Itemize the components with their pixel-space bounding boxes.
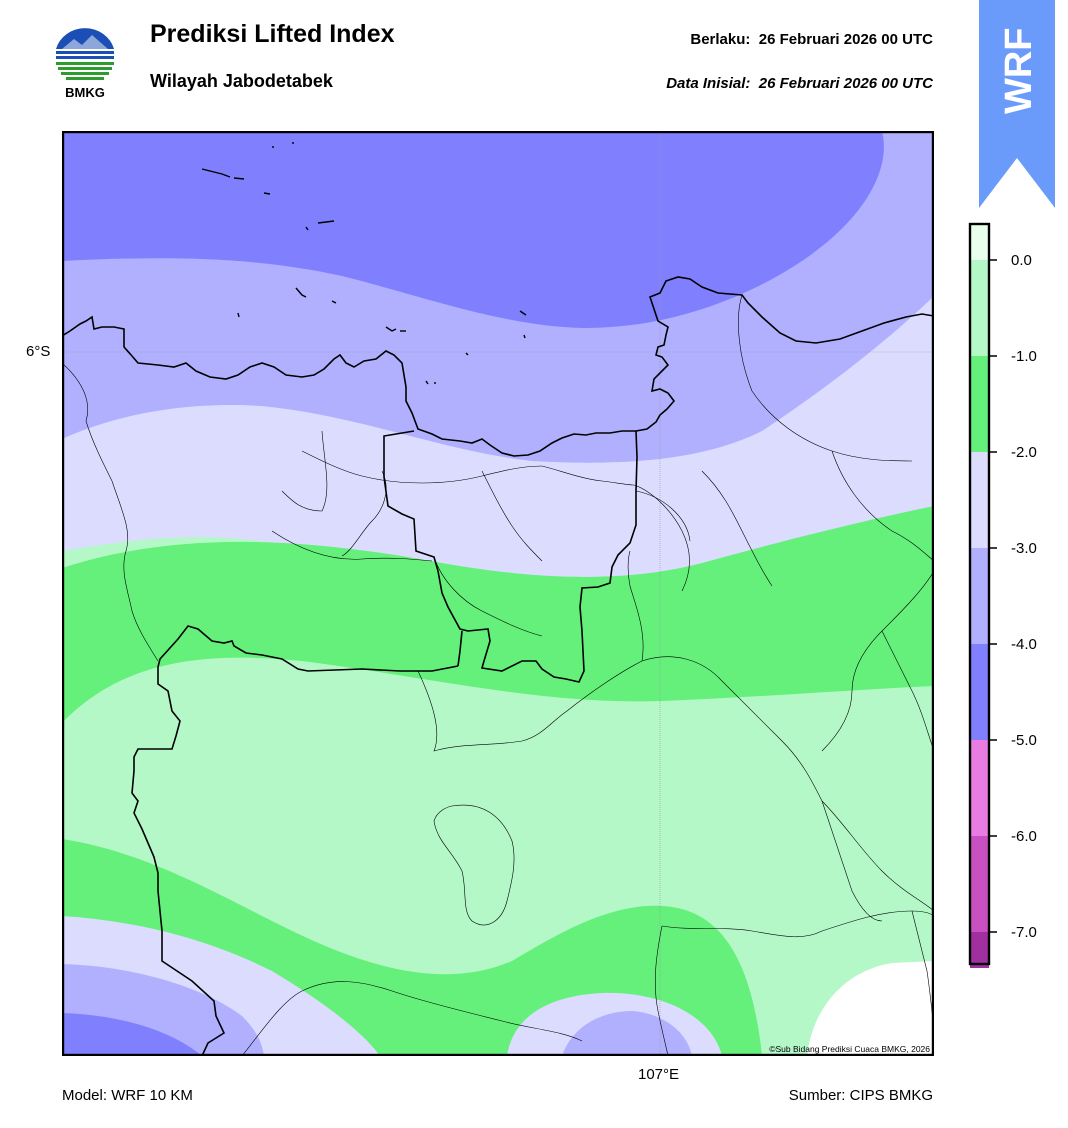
- bmkg-logo-icon: [55, 28, 115, 85]
- colorbar-swatch: [970, 356, 989, 452]
- colorbar-tick-label: -6.0: [1011, 828, 1037, 845]
- field-band-blue-sw: [62, 1013, 202, 1056]
- colorbar-swatch: [970, 224, 989, 260]
- logo-label: BMKG: [65, 85, 105, 100]
- colorbar-tick-label: -4.0: [1011, 636, 1037, 653]
- wrf-badge-shape: [979, 0, 1055, 208]
- colorbar-swatch: [970, 932, 989, 968]
- wrf-badge: WRF: [979, 0, 1055, 208]
- field-band-white-se: [807, 961, 934, 1056]
- map-frame: [62, 131, 934, 1056]
- model-label: Model: WRF 10 KM: [62, 1087, 193, 1104]
- colorbar-swatch: [970, 740, 989, 836]
- colorbar-tick-label: 0.0: [1011, 252, 1032, 269]
- colorbar-tick-label: -3.0: [1011, 540, 1037, 557]
- field-band-blue: [62, 131, 884, 329]
- colorbar-swatch: [970, 644, 989, 740]
- lifted-index-map: ©Sub Bidang Prediksi Cuaca BMKG, 2026: [62, 131, 934, 1056]
- colorbar-swatch: [970, 452, 989, 548]
- colorbar-tick-label: -5.0: [1011, 732, 1037, 749]
- init-time: Data Inisial: 26 Februari 2026 00 UTC: [666, 75, 933, 92]
- islands: [201, 142, 527, 385]
- province-boundary: [383, 430, 638, 683]
- valid-time: Berlaku: 26 Februari 2026 00 UTC: [690, 31, 933, 48]
- province-boundary-west: [131, 625, 459, 1056]
- colorbar: 0.0 -1.0 -2.0 -3.0 -4.0 -5.0 -6.0 -7.0: [968, 222, 1037, 968]
- colorbar-frame: [968, 222, 991, 966]
- colorbar-tick-label: -2.0: [1011, 444, 1037, 461]
- init-label: Data Inisial:: [666, 75, 751, 92]
- field-band-green-middle: [62, 506, 934, 723]
- valid-value: 26 Februari 2026 00 UTC: [758, 31, 933, 48]
- region-subtitle: Wilayah Jabodetabek: [150, 71, 333, 91]
- coastline: [62, 276, 934, 457]
- longitude-label: 107°E: [638, 1066, 680, 1083]
- colorbar-swatch: [970, 836, 989, 932]
- latitude-label: 6°S: [26, 343, 51, 360]
- colorbar-swatch: [970, 548, 989, 644]
- province-boundary-east: [457, 630, 463, 667]
- valid-label: Berlaku:: [690, 31, 751, 48]
- colorbar-tick-label: -7.0: [1011, 924, 1037, 941]
- wrf-badge-text: WRF: [998, 27, 1040, 114]
- colorbar-ticks: 0.0 -1.0 -2.0 -3.0 -4.0 -5.0 -6.0 -7.0: [989, 252, 1037, 941]
- map-copyright: ©Sub Bidang Prediksi Cuaca BMKG, 2026: [769, 1044, 930, 1054]
- regency-boundaries: [62, 294, 934, 1056]
- colorbar-tick-label: -1.0: [1011, 348, 1037, 365]
- page-title: Prediksi Lifted Index: [150, 20, 395, 48]
- init-value: 26 Februari 2026 00 UTC: [758, 75, 933, 92]
- colorbar-swatches: [970, 224, 989, 968]
- field-band-light-blue-south: [562, 1011, 692, 1056]
- source-label: Sumber: CIPS BMKG: [788, 1087, 933, 1104]
- colorbar-swatch: [970, 260, 989, 356]
